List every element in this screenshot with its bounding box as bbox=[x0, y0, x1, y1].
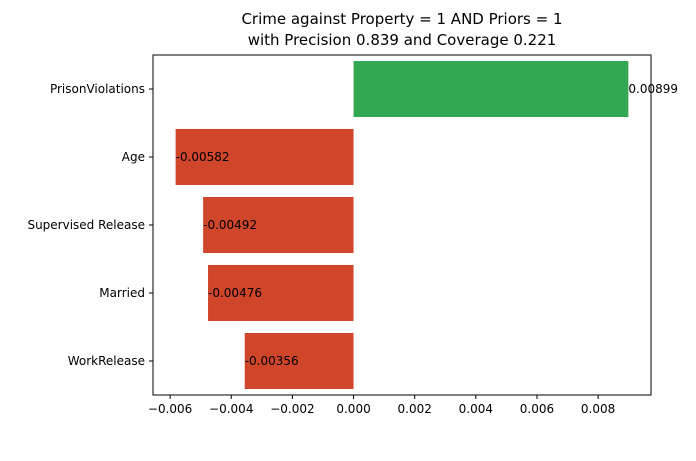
x-tick-label: 0.000 bbox=[336, 402, 370, 416]
data-label: -0.00476 bbox=[208, 286, 262, 300]
data-label: -0.00582 bbox=[176, 150, 230, 164]
data-label: -0.00356 bbox=[245, 354, 299, 368]
bar-age bbox=[175, 129, 354, 185]
y-tick-label: Supervised Release bbox=[27, 218, 145, 232]
data-labels-group: 0.00899 -0.00582 -0.00492 -0.00476 -0.00356 bbox=[176, 82, 678, 368]
y-tick-label: Age bbox=[122, 150, 145, 164]
y-tick-label: WorkRelease bbox=[68, 354, 145, 368]
x-tick-label: 0.002 bbox=[398, 402, 432, 416]
x-tick-label: 0.006 bbox=[520, 402, 554, 416]
data-label: -0.00492 bbox=[203, 218, 257, 232]
bar-married bbox=[208, 265, 354, 321]
bar-workrelease bbox=[244, 333, 354, 389]
y-tick-label: Married bbox=[99, 286, 145, 300]
x-tick-label: 0.008 bbox=[581, 402, 615, 416]
x-tick-label: 0.004 bbox=[459, 402, 493, 416]
x-tick-label: −0.006 bbox=[148, 402, 192, 416]
x-tick-label: −0.002 bbox=[270, 402, 314, 416]
chart-title: Crime against Property = 1 AND Priors = … bbox=[241, 10, 562, 49]
bars-group bbox=[175, 61, 629, 389]
bar-supervised-release bbox=[203, 197, 354, 253]
bar-prisonviolations bbox=[353, 61, 629, 117]
plot-frame bbox=[152, 54, 652, 396]
x-axis: −0.006 −0.004 −0.002 0.000 0.002 0.004 0.006 0.… bbox=[148, 395, 615, 416]
y-axis: PrisonViolations Age Supervised Release Mar… bbox=[27, 82, 153, 368]
chart-title-line-2: with Precision 0.839 and Coverage 0.221 bbox=[248, 31, 557, 49]
y-tick-label: PrisonViolations bbox=[50, 82, 145, 96]
x-tick-label: −0.004 bbox=[209, 402, 253, 416]
chart-title-line-1: Crime against Property = 1 AND Priors = … bbox=[241, 10, 562, 28]
data-label: 0.00899 bbox=[628, 82, 678, 96]
